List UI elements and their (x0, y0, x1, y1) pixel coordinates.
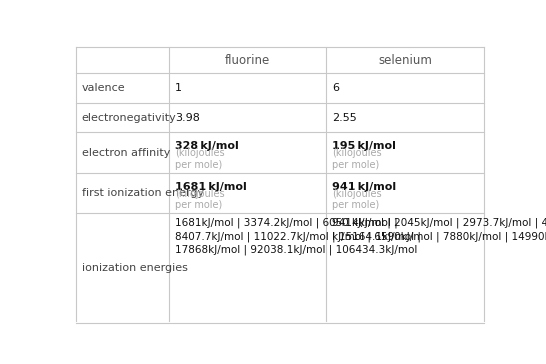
Text: (kilojoules
per mole): (kilojoules per mole) (175, 148, 224, 170)
Text: 328 kJ/mol: 328 kJ/mol (175, 141, 239, 151)
Text: 941 kJ/mol: 941 kJ/mol (333, 182, 396, 191)
Text: 1: 1 (175, 83, 182, 93)
Text: first ionization energy: first ionization energy (82, 188, 204, 198)
Text: (kilojoules
per mole): (kilojoules per mole) (175, 189, 224, 210)
Text: selenium: selenium (378, 54, 432, 67)
Text: 2.55: 2.55 (333, 112, 357, 123)
Text: electronegativity: electronegativity (82, 112, 176, 123)
Text: 3.98: 3.98 (175, 112, 200, 123)
Text: 1681kJ/mol | 3374.2kJ/mol | 6050.4kJ/mol |
8407.7kJ/mol | 11022.7kJ/mol | 15164.: 1681kJ/mol | 3374.2kJ/mol | 6050.4kJ/mol… (175, 218, 421, 255)
Text: electron affinity: electron affinity (82, 148, 170, 158)
Text: (kilojoules
per mole): (kilojoules per mole) (333, 189, 382, 210)
Text: (kilojoules
per mole): (kilojoules per mole) (333, 148, 382, 170)
Text: 941kJ/mol | 2045kJ/mol | 2973.7kJ/mol | 4144
kJ/mol | 6590kJ/mol | 7880kJ/mol | : 941kJ/mol | 2045kJ/mol | 2973.7kJ/mol | … (333, 218, 546, 242)
Text: ionization energies: ionization energies (82, 263, 188, 273)
Text: 6: 6 (333, 83, 339, 93)
Text: 195 kJ/mol: 195 kJ/mol (333, 141, 396, 151)
Text: 1681 kJ/mol: 1681 kJ/mol (175, 182, 247, 191)
Text: fluorine: fluorine (225, 54, 270, 67)
Text: valence: valence (82, 83, 126, 93)
